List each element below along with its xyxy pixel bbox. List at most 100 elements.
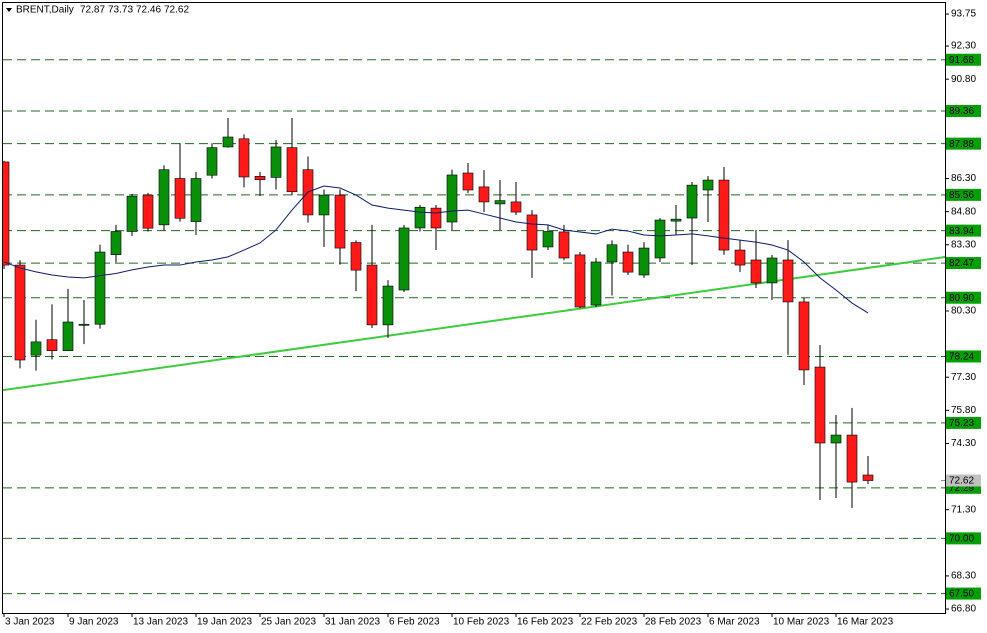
header-low: 72.46 [136, 5, 161, 16]
level-box [946, 257, 981, 270]
candle-body [78, 323, 90, 326]
level-box [946, 137, 981, 150]
level-box [946, 416, 981, 429]
level-label: 85.56 [949, 190, 974, 201]
y-tick-label: 92.30 [951, 41, 976, 52]
moving-average [3, 185, 869, 314]
price-box [946, 474, 981, 487]
candle-body [254, 176, 266, 180]
y-tick-label: 93.75 [951, 9, 976, 20]
candle-body [334, 194, 346, 249]
level-box [946, 224, 981, 237]
candle-body [30, 341, 42, 356]
level-box [946, 104, 981, 117]
candle-body [126, 195, 138, 232]
header-high: 73.73 [108, 5, 133, 16]
candle-body [766, 257, 778, 284]
level-box [946, 350, 981, 363]
y-tick-label: 83.30 [951, 239, 976, 250]
x-tick-label: 10 Mar 2023 [773, 617, 830, 628]
level-box [946, 291, 981, 304]
level-label: 91.68 [949, 55, 974, 66]
level-box [946, 587, 981, 600]
candle-body [510, 201, 522, 213]
level-label: 80.90 [949, 293, 974, 304]
candle-body [590, 261, 602, 306]
y-tick-label: 71.30 [951, 504, 976, 515]
candle-body [382, 285, 394, 326]
x-tick-label: 25 Jan 2023 [261, 617, 316, 628]
x-tick-label: 28 Feb 2023 [645, 617, 702, 628]
level-label: 87.88 [949, 139, 974, 150]
y-tick-label: 68.30 [951, 571, 976, 582]
candle-body [206, 147, 218, 176]
plot-area [3, 59, 945, 595]
x-tick-label: 16 Mar 2023 [837, 617, 894, 628]
candle-body [478, 186, 490, 203]
level-label: 78.24 [949, 352, 974, 363]
candle-body [110, 231, 122, 255]
header-close: 72.62 [164, 5, 189, 16]
candle-body [366, 264, 378, 326]
candle-body [270, 146, 282, 178]
y-tick-label: 66.80 [951, 604, 976, 615]
candle-body [558, 231, 570, 259]
level-label: 75.23 [949, 418, 974, 429]
candle-body [670, 218, 682, 222]
candle-body [686, 184, 698, 219]
candle-body [718, 179, 730, 251]
candle-body [174, 178, 186, 219]
candle-body [862, 474, 874, 481]
level-box [946, 188, 981, 201]
x-tick-label: 13 Jan 2023 [133, 617, 188, 628]
header-open: 72.87 [80, 5, 105, 16]
candle-body [190, 178, 202, 222]
candle-body [46, 339, 58, 352]
candle-body [606, 244, 618, 263]
x-tick-label: 19 Jan 2023 [197, 617, 252, 628]
candle-body [14, 264, 26, 361]
candle-body [158, 169, 170, 226]
y-tick-label: 84.80 [951, 206, 976, 217]
candle-body [782, 259, 794, 303]
candle-body [350, 242, 362, 271]
candle-body [142, 194, 154, 229]
x-tick-label: 10 Feb 2023 [453, 617, 510, 628]
level-label: 67.50 [949, 589, 974, 600]
y-tick-label: 75.80 [951, 405, 976, 416]
candle-body [702, 179, 714, 191]
candle-body [734, 249, 746, 266]
candle-body [830, 434, 842, 444]
y-tick-label: 74.30 [951, 438, 976, 449]
candle-body [286, 147, 298, 193]
candle-body [3, 161, 10, 266]
candle-body [430, 207, 442, 229]
candle-body [846, 434, 858, 483]
candle-body [398, 227, 410, 291]
level-label: 83.94 [949, 226, 974, 237]
candle-body [62, 321, 74, 352]
candle-body [414, 206, 426, 229]
y-tick-label: 90.80 [951, 74, 976, 85]
x-tick-label: 16 Feb 2023 [517, 617, 574, 628]
y-tick-label: 77.30 [951, 372, 976, 383]
price-label: 72.62 [949, 476, 974, 487]
candle-body [238, 138, 250, 178]
candle-body [654, 219, 666, 259]
candle-body [622, 251, 634, 273]
menu-arrow[interactable] [6, 8, 12, 12]
x-tick-label: 22 Feb 2023 [581, 617, 638, 628]
candle-body [526, 214, 538, 251]
candle-body [638, 247, 650, 276]
level-label: 82.47 [949, 258, 974, 269]
level-label: 72.29 [949, 483, 974, 494]
candle-body [94, 251, 106, 325]
candle-body [798, 301, 810, 371]
candle-body [446, 174, 458, 223]
x-tick-label: 31 Jan 2023 [325, 617, 380, 628]
candle-body [574, 254, 586, 308]
y-tick-label: 86.30 [951, 173, 976, 184]
x-tick-label: 9 Jan 2023 [69, 617, 119, 628]
candle-body [494, 200, 506, 205]
